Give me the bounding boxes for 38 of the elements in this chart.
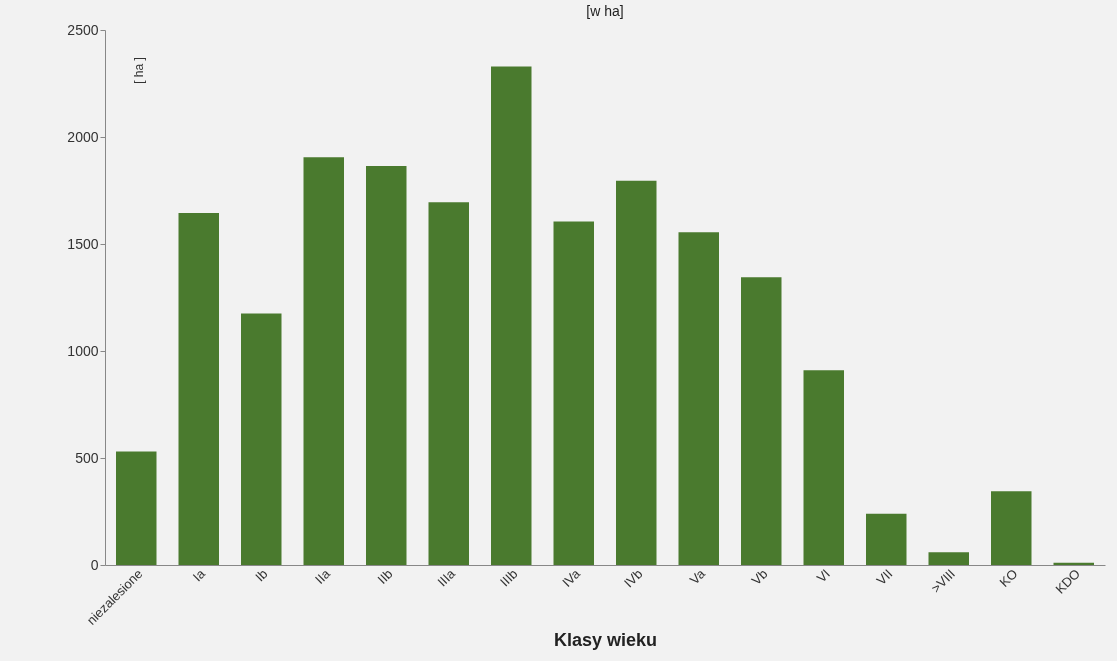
bar — [1053, 562, 1094, 565]
x-tick-label: Vb — [748, 566, 771, 588]
bar — [803, 370, 844, 565]
x-tick-label: VI — [813, 566, 833, 586]
bar — [366, 165, 407, 565]
x-tick-label: IVb — [621, 566, 646, 591]
bar — [491, 66, 532, 565]
x-tick-label: Ia — [189, 565, 209, 585]
x-tick-label: IVa — [559, 565, 584, 590]
bar — [928, 552, 969, 565]
x-tick-label: IIb — [374, 566, 396, 587]
bar — [991, 491, 1032, 565]
bar — [866, 513, 907, 565]
x-tick-label: KO — [996, 566, 1021, 590]
y-tick-label: 0 — [90, 556, 99, 573]
bar — [116, 451, 157, 565]
x-tick-label: IIIb — [497, 566, 521, 590]
x-tick-label: Ib — [252, 566, 271, 585]
x-tick-label: IIa — [312, 565, 334, 587]
bar — [678, 232, 719, 565]
bar — [616, 180, 657, 565]
y-axis-title: [ ha ] — [131, 57, 146, 84]
y-tick-label: 500 — [75, 449, 99, 466]
y-tick-label: 2500 — [67, 21, 99, 38]
bar — [178, 212, 219, 565]
x-axis-title: Klasy wieku — [553, 629, 658, 650]
bar — [241, 313, 282, 565]
bar — [741, 277, 782, 565]
x-tick-label: VII — [873, 566, 896, 588]
y-tick-label: 2000 — [67, 128, 99, 145]
y-tick-label: 1000 — [67, 342, 99, 359]
x-tick-label: Va — [686, 565, 709, 588]
chart-title: [w ha] — [586, 3, 624, 19]
x-tick-label: IIIa — [434, 565, 459, 590]
bar — [303, 157, 344, 565]
bar — [428, 202, 469, 565]
y-tick-label: 1500 — [67, 235, 99, 252]
bar — [553, 221, 594, 565]
